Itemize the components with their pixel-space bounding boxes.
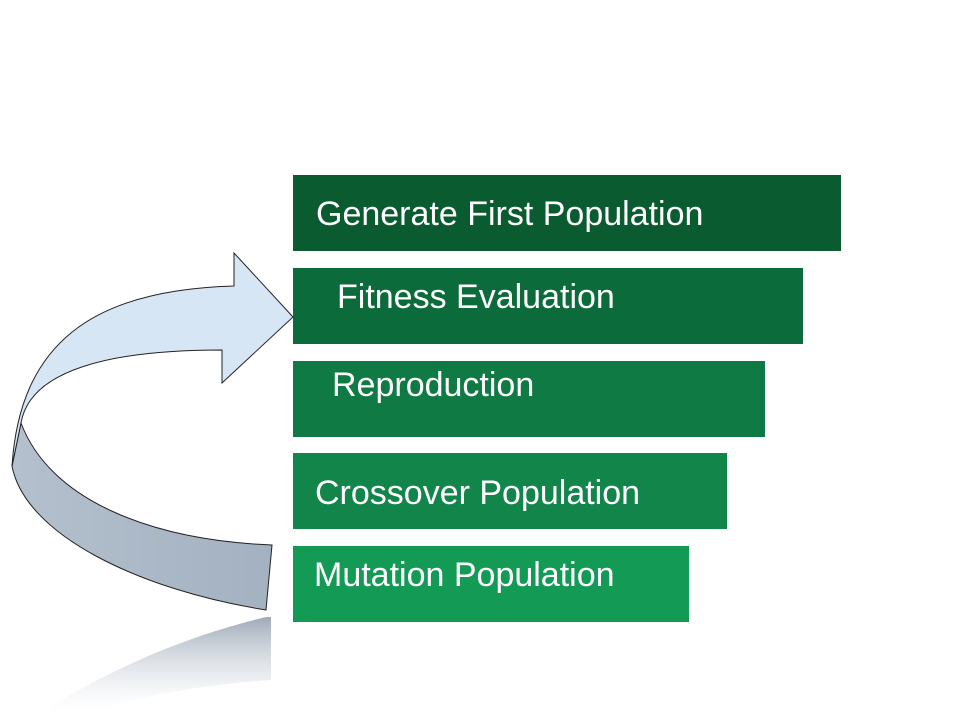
arrow-head <box>11 251 294 467</box>
step-fitness-evaluation: Fitness Evaluation <box>293 268 803 344</box>
arrow-reflection <box>30 617 271 720</box>
step-reproduction: Reproduction <box>293 361 765 437</box>
step-mutation-population: Mutation Population <box>293 546 689 622</box>
step-label: Mutation Population <box>314 556 615 594</box>
arrow-tail <box>11 421 273 611</box>
step-label: Crossover Population <box>315 474 641 512</box>
step-label: Generate First Population <box>316 195 704 233</box>
step-crossover-population: Crossover Population <box>293 453 727 529</box>
step-label: Reproduction <box>332 366 535 404</box>
step-generate-first-population: Generate First Population <box>293 175 841 251</box>
step-label: Fitness Evaluation <box>337 278 615 316</box>
